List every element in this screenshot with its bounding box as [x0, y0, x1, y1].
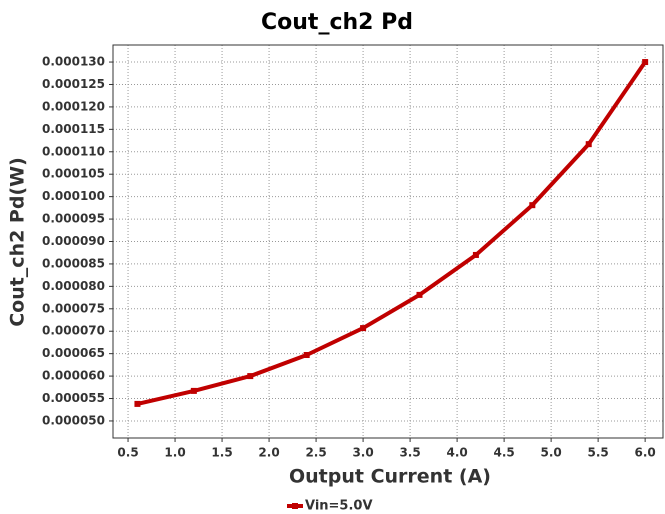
x-tick-label: 6.0	[635, 446, 656, 460]
x-tick-label: 5.5	[587, 446, 608, 460]
y-tick-label: 0.000100	[42, 189, 105, 203]
y-tick-label: 0.000105	[42, 167, 105, 181]
y-tick-label: 0.000085	[42, 256, 105, 270]
y-tick-label: 0.000110	[42, 144, 105, 158]
legend-label: Vin=5.0V	[305, 499, 373, 514]
point	[190, 387, 197, 394]
chart-title: Cout_ch2 Pd	[261, 10, 413, 35]
y-tick-label: 0.000070	[42, 324, 105, 338]
y-tick-label: 0.000065	[42, 346, 105, 360]
point	[529, 202, 536, 209]
x-tick-label: 4.0	[446, 446, 467, 460]
y-axis-label: Cout_ch2 Pd(W)	[7, 157, 29, 327]
x-tick-label: 1.0	[164, 446, 185, 460]
series-line	[136, 60, 647, 406]
y-tick-label: 0.000125	[42, 77, 105, 91]
x-tick-label: 2.5	[305, 446, 326, 460]
y-tick-label: 0.000050	[42, 413, 105, 427]
x-axis-label: Output Current (A)	[289, 466, 491, 488]
y-tick-label: 0.000055	[42, 391, 105, 405]
y-tick-label: 0.000095	[42, 212, 105, 226]
point	[247, 373, 254, 380]
x-tick-label: 2.0	[258, 446, 279, 460]
x-tick-label: 3.0	[352, 446, 373, 460]
point	[134, 400, 141, 407]
point	[642, 59, 649, 66]
y-tick-label: 0.000075	[42, 301, 105, 315]
legend-marker	[292, 503, 298, 509]
point	[416, 291, 423, 298]
y-tick-label: 0.000090	[42, 234, 105, 248]
point	[360, 325, 367, 332]
y-tick-label: 0.000080	[42, 279, 105, 293]
y-tick-label: 0.000130	[42, 55, 105, 69]
x-tick-label: 4.5	[493, 446, 514, 460]
plot-frame	[112, 44, 664, 439]
x-tick-label: 0.5	[117, 446, 138, 460]
point	[303, 352, 310, 359]
point	[472, 251, 479, 258]
y-tick-label: 0.000060	[42, 369, 105, 383]
x-tick-label: 5.0	[540, 446, 561, 460]
x-tick-label: 1.5	[211, 446, 232, 460]
x-tick-label: 3.5	[399, 446, 420, 460]
point	[585, 141, 592, 148]
y-tick-label: 0.000120	[42, 99, 105, 113]
y-tick-label: 0.000115	[42, 122, 105, 136]
